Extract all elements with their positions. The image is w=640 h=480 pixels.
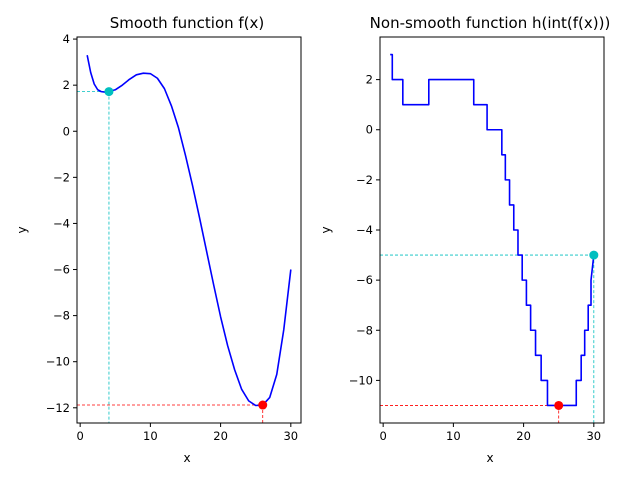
right-series-line bbox=[390, 53, 595, 407]
left-xtick-label: 0 bbox=[76, 429, 83, 443]
right-xtick-label: 0 bbox=[379, 429, 386, 443]
right-ytick-label: −10 bbox=[349, 373, 373, 387]
left-chart-frame bbox=[76, 36, 302, 424]
left-xtick-label: 20 bbox=[213, 429, 228, 443]
left-start-point-marker bbox=[104, 87, 114, 97]
left-xtick-label: 30 bbox=[283, 429, 298, 443]
left-minimum-point-marker bbox=[258, 400, 268, 410]
left-xtick-label: 10 bbox=[143, 429, 158, 443]
right-chart-title: Non-smooth function h(int(f(x))) bbox=[370, 14, 611, 32]
right-xtick-label: 30 bbox=[586, 429, 601, 443]
right-xtick-label: 10 bbox=[446, 429, 461, 443]
left-ytick-label: −6 bbox=[53, 263, 70, 277]
right-ytick-label: 0 bbox=[366, 123, 373, 137]
right-ytick-label: 2 bbox=[366, 73, 373, 87]
left-chart-title: Smooth function f(x) bbox=[110, 14, 265, 32]
left-ytick-label: 0 bbox=[63, 124, 70, 138]
left-ytick-label: −8 bbox=[53, 309, 70, 323]
right-xtick-label: 20 bbox=[516, 429, 531, 443]
left-chart-ylabel: y bbox=[15, 226, 29, 233]
right-ytick-label: −6 bbox=[356, 273, 373, 287]
left-ytick-label: −4 bbox=[53, 216, 70, 230]
left-ytick-label: 2 bbox=[63, 78, 70, 92]
right-start-point-marker bbox=[589, 250, 599, 260]
left-chart-xlabel: x bbox=[183, 451, 190, 465]
right-ytick-label: −2 bbox=[356, 173, 373, 187]
right-chart-ylabel: y bbox=[319, 226, 333, 233]
left-ytick-label: −2 bbox=[53, 170, 70, 184]
right-ytick-label: −4 bbox=[356, 223, 373, 237]
left-ytick-label: −12 bbox=[46, 401, 70, 415]
left-ytick-label: −10 bbox=[46, 355, 70, 369]
right-ytick-label: −8 bbox=[356, 323, 373, 337]
right-chart-xlabel: x bbox=[486, 451, 493, 465]
right-minimum-point-marker bbox=[554, 400, 564, 410]
left-ytick-label: 4 bbox=[63, 32, 70, 46]
